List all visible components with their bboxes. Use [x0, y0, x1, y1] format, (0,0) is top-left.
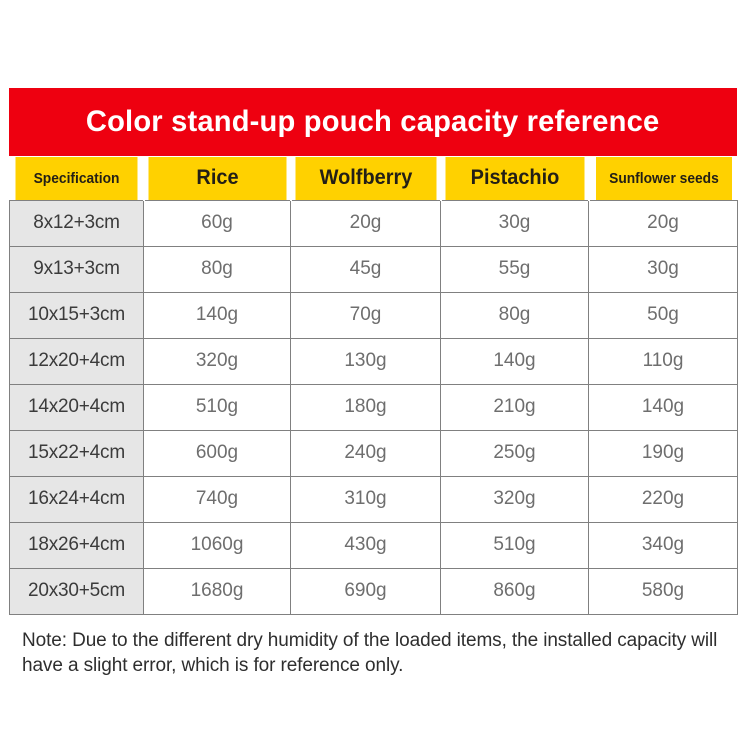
cell-rice: 600g [143, 429, 291, 477]
cell-rice: 1060g [143, 521, 291, 569]
table-row: 14x20+4cm 510g 180g 210g 140g [9, 383, 738, 431]
cell-pistachio: 140g [440, 337, 589, 385]
column-header-wolfberry: Wolfberry [294, 157, 438, 200]
cell-specification: 14x20+4cm [9, 383, 144, 431]
cell-sunflower: 20g [588, 199, 738, 247]
cell-wolfberry: 430g [290, 521, 441, 569]
cell-wolfberry: 45g [290, 245, 441, 293]
cell-pistachio: 250g [440, 429, 589, 477]
cell-specification: 9x13+3cm [9, 245, 144, 293]
cell-specification: 20x30+5cm [9, 567, 144, 615]
table-row: 15x22+4cm 600g 240g 250g 190g [9, 429, 738, 477]
table-row: 10x15+3cm 140g 70g 80g 50g [9, 291, 738, 339]
page-title: Color stand-up pouch capacity reference [86, 105, 660, 138]
table-header-row: Specification Rice Wolfberry Pistachio S… [10, 157, 738, 200]
cell-specification: 8x12+3cm [9, 199, 144, 247]
footer-note: Note: Due to the different dry humidity … [22, 630, 718, 677]
cell-sunflower: 340g [588, 521, 738, 569]
cell-specification: 18x26+4cm [9, 521, 144, 569]
cell-pistachio: 860g [440, 567, 589, 615]
column-header-sunflower-seeds: Sunflower seeds [594, 157, 732, 200]
cell-specification: 12x20+4cm [9, 337, 144, 385]
cell-sunflower: 220g [588, 475, 738, 523]
cell-specification: 10x15+3cm [9, 291, 144, 339]
cell-wolfberry: 310g [290, 475, 441, 523]
cell-pistachio: 30g [440, 199, 589, 247]
cell-sunflower: 190g [588, 429, 738, 477]
cell-specification: 16x24+4cm [9, 475, 144, 523]
table-row: 8x12+3cm 60g 20g 30g 20g [9, 199, 738, 247]
cell-pistachio: 210g [440, 383, 589, 431]
title-banner: Color stand-up pouch capacity reference [9, 88, 737, 156]
cell-rice: 1680g [143, 567, 291, 615]
cell-pistachio: 320g [440, 475, 589, 523]
table-body: 8x12+3cm 60g 20g 30g 20g 9x13+3cm 80g 45… [9, 199, 738, 615]
table-row: 9x13+3cm 80g 45g 55g 30g [9, 245, 738, 293]
cell-sunflower: 50g [588, 291, 738, 339]
cell-pistachio: 55g [440, 245, 589, 293]
cell-specification: 15x22+4cm [9, 429, 144, 477]
table-row: 12x20+4cm 320g 130g 140g 110g [9, 337, 738, 385]
cell-sunflower: 30g [588, 245, 738, 293]
column-header-specification: Specification [14, 157, 140, 200]
cell-wolfberry: 240g [290, 429, 441, 477]
cell-wolfberry: 70g [290, 291, 441, 339]
column-header-pistachio: Pistachio [444, 157, 586, 200]
cell-rice: 510g [143, 383, 291, 431]
table-header: Specification Rice Wolfberry Pistachio S… [10, 157, 738, 200]
column-header-rice: Rice [147, 157, 288, 200]
cell-rice: 320g [143, 337, 291, 385]
capacity-table-container: Specification Rice Wolfberry Pistachio S… [9, 157, 738, 615]
cell-wolfberry: 690g [290, 567, 441, 615]
capacity-table: Specification Rice Wolfberry Pistachio S… [9, 157, 738, 615]
table-row: 20x30+5cm 1680g 690g 860g 580g [9, 567, 738, 615]
cell-sunflower: 580g [588, 567, 738, 615]
cell-rice: 140g [143, 291, 291, 339]
table-row: 16x24+4cm 740g 310g 320g 220g [9, 475, 738, 523]
cell-pistachio: 80g [440, 291, 589, 339]
cell-wolfberry: 20g [290, 199, 441, 247]
cell-wolfberry: 180g [290, 383, 441, 431]
cell-rice: 60g [143, 199, 291, 247]
table-row: 18x26+4cm 1060g 430g 510g 340g [9, 521, 738, 569]
cell-rice: 80g [143, 245, 291, 293]
cell-pistachio: 510g [440, 521, 589, 569]
cell-wolfberry: 130g [290, 337, 441, 385]
cell-sunflower: 140g [588, 383, 738, 431]
cell-rice: 740g [143, 475, 291, 523]
cell-sunflower: 110g [588, 337, 738, 385]
